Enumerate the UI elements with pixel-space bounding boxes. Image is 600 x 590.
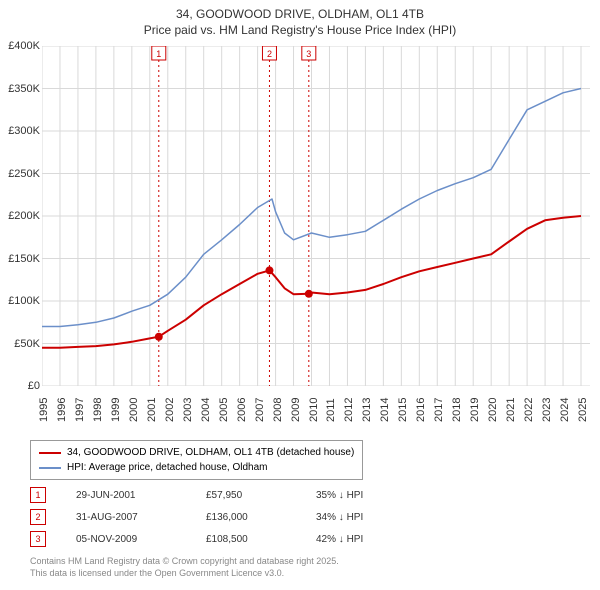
x-tick-label: 2015 bbox=[397, 398, 409, 422]
x-tick-label: 2011 bbox=[325, 398, 337, 422]
sale-marker-number: 3 bbox=[30, 531, 46, 547]
y-tick-label: £100K bbox=[0, 295, 40, 307]
sale-row: 2 31-AUG-2007£136,00034% ↓ HPI bbox=[30, 506, 416, 528]
y-tick-label: £200K bbox=[0, 210, 40, 222]
legend-swatch bbox=[39, 452, 61, 454]
x-tick-label: 2008 bbox=[272, 398, 284, 422]
x-tick-label: 2017 bbox=[433, 398, 445, 422]
sale-hpi: 35% ↓ HPI bbox=[316, 490, 416, 501]
title-block: 34, GOODWOOD DRIVE, OLDHAM, OL1 4TB Pric… bbox=[0, 0, 600, 38]
x-tick-label: 2016 bbox=[415, 398, 427, 422]
sale-row: 3 05-NOV-2009£108,50042% ↓ HPI bbox=[30, 528, 416, 550]
x-tick-label: 2019 bbox=[469, 398, 481, 422]
x-tick-label: 1995 bbox=[38, 398, 50, 422]
attribution: Contains HM Land Registry data © Crown c… bbox=[30, 556, 339, 579]
sale-date: 29-JUN-2001 bbox=[76, 490, 206, 501]
x-tick-label: 1998 bbox=[92, 398, 104, 422]
x-tick-label: 2012 bbox=[343, 398, 355, 422]
sale-price: £57,950 bbox=[206, 490, 316, 501]
y-tick-label: £350K bbox=[0, 83, 40, 95]
attribution-line1: Contains HM Land Registry data © Crown c… bbox=[30, 556, 339, 568]
x-tick-label: 1999 bbox=[110, 398, 122, 422]
x-tick-label: 2009 bbox=[290, 398, 302, 422]
x-tick-label: 2010 bbox=[308, 398, 320, 422]
sale-price: £108,500 bbox=[206, 534, 316, 545]
legend-label: HPI: Average price, detached house, Oldh… bbox=[67, 460, 268, 475]
sale-date: 05-NOV-2009 bbox=[76, 534, 206, 545]
legend-row: 34, GOODWOOD DRIVE, OLDHAM, OL1 4TB (det… bbox=[39, 445, 354, 460]
sale-marker-number: 1 bbox=[30, 487, 46, 503]
x-tick-label: 2001 bbox=[146, 398, 158, 422]
x-tick-label: 2023 bbox=[541, 398, 553, 422]
sale-hpi: 34% ↓ HPI bbox=[316, 512, 416, 523]
svg-text:1: 1 bbox=[156, 49, 161, 59]
x-tick-label: 1997 bbox=[74, 398, 86, 422]
legend-label: 34, GOODWOOD DRIVE, OLDHAM, OL1 4TB (det… bbox=[67, 445, 354, 460]
svg-text:3: 3 bbox=[306, 49, 311, 59]
x-tick-label: 2004 bbox=[200, 398, 212, 422]
x-tick-label: 2005 bbox=[218, 398, 230, 422]
x-tick-label: 2002 bbox=[164, 398, 176, 422]
y-tick-label: £50K bbox=[0, 338, 40, 350]
y-tick-label: £250K bbox=[0, 168, 40, 180]
x-tick-label: 2014 bbox=[379, 398, 391, 422]
x-tick-label: 2025 bbox=[577, 398, 589, 422]
y-tick-label: £400K bbox=[0, 40, 40, 52]
x-tick-label: 2006 bbox=[236, 398, 248, 422]
title-line2: Price paid vs. HM Land Registry's House … bbox=[0, 22, 600, 38]
legend-row: HPI: Average price, detached house, Oldh… bbox=[39, 460, 354, 475]
sale-date: 31-AUG-2007 bbox=[76, 512, 206, 523]
svg-text:2: 2 bbox=[267, 49, 272, 59]
sales-table: 1 29-JUN-2001£57,95035% ↓ HPI 2 31-AUG-2007… bbox=[30, 484, 416, 550]
x-tick-label: 2021 bbox=[505, 398, 517, 422]
sale-hpi: 42% ↓ HPI bbox=[316, 534, 416, 545]
sale-price: £136,000 bbox=[206, 512, 316, 523]
x-tick-label: 2018 bbox=[451, 398, 463, 422]
legend-swatch bbox=[39, 467, 61, 469]
y-tick-label: £150K bbox=[0, 253, 40, 265]
chart-container: 34, GOODWOOD DRIVE, OLDHAM, OL1 4TB Pric… bbox=[0, 0, 600, 590]
x-tick-label: 2022 bbox=[523, 398, 535, 422]
y-tick-label: £0 bbox=[0, 380, 40, 392]
legend: 34, GOODWOOD DRIVE, OLDHAM, OL1 4TB (det… bbox=[30, 440, 363, 480]
title-line1: 34, GOODWOOD DRIVE, OLDHAM, OL1 4TB bbox=[0, 6, 600, 22]
sale-row: 1 29-JUN-2001£57,95035% ↓ HPI bbox=[30, 484, 416, 506]
x-tick-label: 2020 bbox=[487, 398, 499, 422]
x-axis-labels: 1995199619971998199920002001200220032004… bbox=[42, 388, 590, 438]
x-tick-label: 2000 bbox=[128, 398, 140, 422]
attribution-line2: This data is licensed under the Open Gov… bbox=[30, 568, 339, 580]
x-tick-label: 2003 bbox=[182, 398, 194, 422]
x-tick-label: 1996 bbox=[56, 398, 68, 422]
chart-svg: 1 2 3 bbox=[42, 46, 590, 386]
chart-plot-area: 1 2 3 bbox=[42, 46, 590, 386]
x-tick-label: 2007 bbox=[254, 398, 266, 422]
y-tick-label: £300K bbox=[0, 125, 40, 137]
sale-marker-number: 2 bbox=[30, 509, 46, 525]
x-tick-label: 2024 bbox=[559, 398, 571, 422]
x-tick-label: 2013 bbox=[361, 398, 373, 422]
